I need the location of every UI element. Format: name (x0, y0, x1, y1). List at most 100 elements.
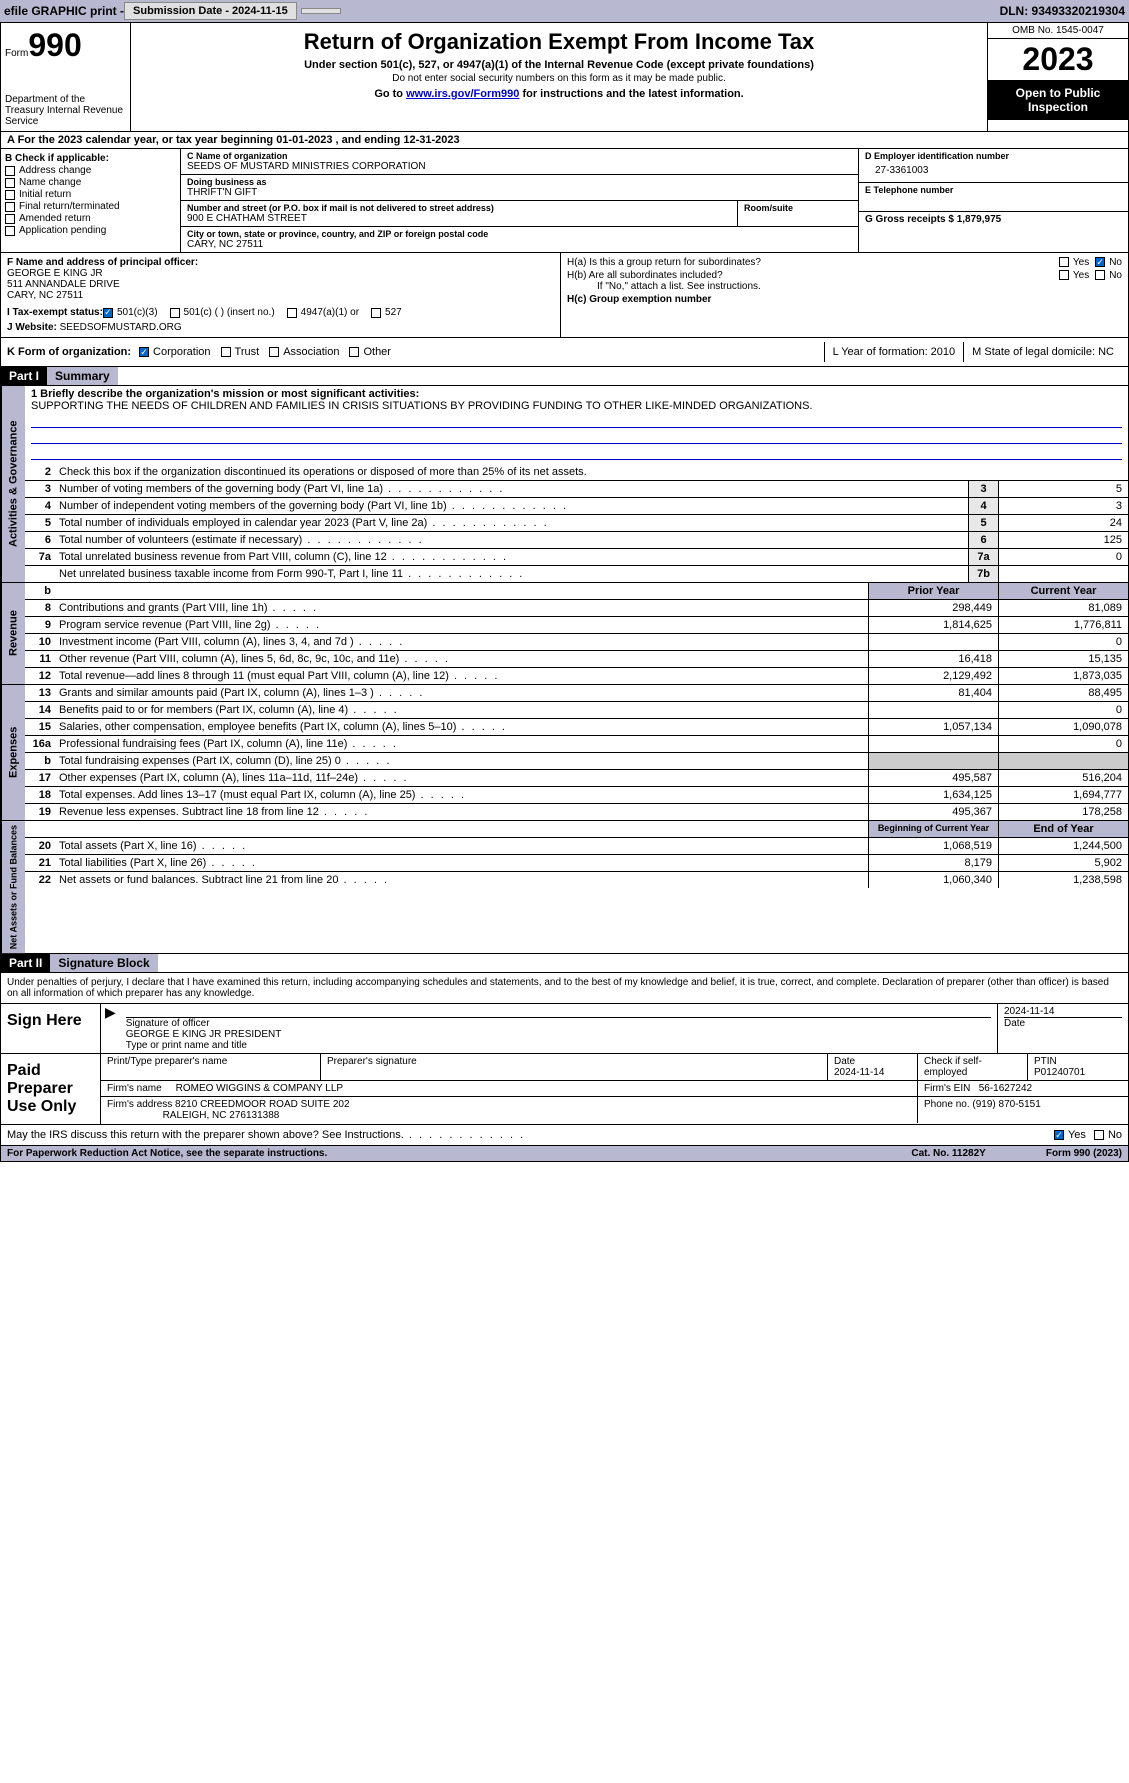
box-h: H(a) Is this a group return for subordin… (561, 253, 1128, 337)
line-num: 15 (25, 719, 55, 735)
chk-name-change[interactable] (5, 178, 15, 188)
fa-lbl: Firm's address (107, 1099, 172, 1110)
i-lbl: I Tax-exempt status: (7, 307, 103, 318)
data-line-17: 17Other expenses (Part IX, column (A), l… (25, 770, 1128, 787)
footer-left: For Paperwork Reduction Act Notice, see … (7, 1148, 327, 1159)
ha-lbl: H(a) Is this a group return for subordin… (567, 257, 1059, 268)
chk-corp[interactable]: ✓ (139, 347, 149, 357)
opt-assoc: Association (283, 346, 339, 358)
line-txt: Other expenses (Part IX, column (A), lin… (55, 770, 868, 786)
prior-val: 495,587 (868, 770, 998, 786)
line-txt: Total liabilities (Part X, line 26) (55, 855, 868, 871)
chk-amended-return[interactable] (5, 214, 15, 224)
data-line-14: 14Benefits paid to or for members (Part … (25, 702, 1128, 719)
k-lbl: K Form of organization: (7, 346, 131, 358)
line-txt: Grants and similar amounts paid (Part IX… (55, 685, 868, 701)
chk-501c3[interactable]: ✓ (103, 308, 113, 318)
prior-val: 2,129,492 (868, 668, 998, 684)
hc-lbl: H(c) Group exemption number (567, 294, 1122, 305)
gross-cell: G Gross receipts $ 1,879,975 (859, 212, 1128, 227)
discuss-yes-chk[interactable]: ✓ (1054, 1130, 1064, 1140)
end-hdr: End of Year (998, 821, 1128, 837)
chk-501c[interactable] (170, 308, 180, 318)
part2-title: Signature Block (50, 954, 157, 972)
arrow-icon: ▶ (101, 1004, 120, 1053)
ha-yes-chk[interactable] (1059, 257, 1069, 267)
hb-no-chk[interactable] (1095, 270, 1105, 280)
line-txt: Total unrelated business revenue from Pa… (55, 549, 968, 565)
ph-lbl: Phone no. (924, 1099, 970, 1110)
chk-line-name-change: Name change (5, 177, 176, 188)
chk-4947[interactable] (287, 308, 297, 318)
line-num: 7a (25, 549, 55, 565)
hb-no: No (1109, 270, 1122, 281)
officer-name: GEORGE E KING JR (7, 268, 554, 279)
net-spacer (55, 821, 868, 837)
row-i: I Tax-exempt status: ✓501(c)(3) 501(c) (… (7, 307, 554, 318)
line-num: 11 (25, 651, 55, 667)
part2-num: Part II (1, 954, 50, 972)
line-num: 19 (25, 804, 55, 820)
current-val: 1,090,078 (998, 719, 1128, 735)
chk-label: Address change (19, 165, 91, 176)
chk-trust[interactable] (221, 347, 231, 357)
ein-val: 27-3361003 (865, 161, 1122, 180)
goto-post: for instructions and the latest informat… (519, 88, 743, 100)
form-header: Form990 Department of the Treasury Inter… (0, 22, 1129, 132)
sig-name: GEORGE E KING JR PRESIDENT (126, 1029, 991, 1040)
data-line-21: 21Total liabilities (Part X, line 26)8,1… (25, 855, 1128, 872)
org-name: SEEDS OF MUSTARD MINISTRIES CORPORATION (187, 161, 852, 172)
prior-val: 1,634,125 (868, 787, 998, 803)
line-txt: Total fundraising expenses (Part IX, col… (55, 753, 868, 769)
chk-line-initial-return: Initial return (5, 189, 176, 200)
opt-trust: Trust (235, 346, 260, 358)
line2-txt: Check this box if the organization disco… (55, 464, 1128, 480)
mission-txt: SUPPORTING THE NEEDS OF CHILDREN AND FAM… (31, 400, 1122, 412)
mission-lbl: 1 Briefly describe the organization's mi… (31, 388, 1122, 400)
prior-val: 298,449 (868, 600, 998, 616)
blank-btn[interactable] (301, 8, 341, 14)
submission-date-btn[interactable]: Submission Date - 2024-11-15 (124, 2, 297, 20)
box-b: B Check if applicable: Address changeNam… (1, 149, 181, 252)
ha-row: H(a) Is this a group return for subordin… (567, 257, 1122, 268)
chk-line-address-change: Address change (5, 165, 176, 176)
goto-link[interactable]: www.irs.gov/Form990 (406, 88, 519, 100)
discuss-no-chk[interactable] (1094, 1130, 1104, 1140)
governance-section: Activities & Governance 1 Briefly descri… (0, 386, 1129, 583)
chk-address-change[interactable] (5, 166, 15, 176)
line-box: 5 (968, 515, 998, 531)
discuss-txt: May the IRS discuss this return with the… (7, 1129, 525, 1141)
ha-no-chk[interactable]: ✓ (1095, 257, 1105, 267)
omb-number: OMB No. 1545-0047 (988, 23, 1128, 39)
part2-header: Part IISignature Block (0, 954, 1129, 973)
line-num: b (25, 753, 55, 769)
l-year: L Year of formation: 2010 (824, 342, 964, 362)
paid-preparer-block: Paid Preparer Use Only Print/Type prepar… (0, 1054, 1129, 1125)
chk-application-pending[interactable] (5, 226, 15, 236)
pd-lbl: Date (834, 1056, 855, 1067)
room-lbl: Room/suite (744, 203, 852, 213)
chk-assoc[interactable] (269, 347, 279, 357)
hb-lbl: H(b) Are all subordinates included? (567, 270, 1059, 281)
net-spacer-n (25, 821, 55, 837)
mission-line2 (31, 430, 1122, 444)
sig-line (126, 1006, 991, 1018)
form-word: Form (5, 48, 28, 59)
sig-officer-cell: Signature of officer GEORGE E KING JR PR… (120, 1004, 998, 1053)
prior-val: 1,060,340 (868, 872, 998, 888)
city-cell: City or town, state or province, country… (181, 227, 858, 252)
chk-527[interactable] (371, 308, 381, 318)
chk-initial-return[interactable] (5, 190, 15, 200)
data-line-18: 18Total expenses. Add lines 13–17 (must … (25, 787, 1128, 804)
data-line-10: 10Investment income (Part VIII, column (… (25, 634, 1128, 651)
chk-other[interactable] (349, 347, 359, 357)
phone-cell: E Telephone number (859, 183, 1128, 212)
dept-label: Department of the Treasury Internal Reve… (5, 94, 126, 127)
prep-ptin: PTINP01240701 (1028, 1054, 1128, 1080)
current-val: 1,238,598 (998, 872, 1128, 888)
chk-line-application-pending: Application pending (5, 225, 176, 236)
chk-final-return-terminated[interactable] (5, 202, 15, 212)
chk-line-amended-return: Amended return (5, 213, 176, 224)
line-val: 125 (998, 532, 1128, 548)
hb-yes-chk[interactable] (1059, 270, 1069, 280)
